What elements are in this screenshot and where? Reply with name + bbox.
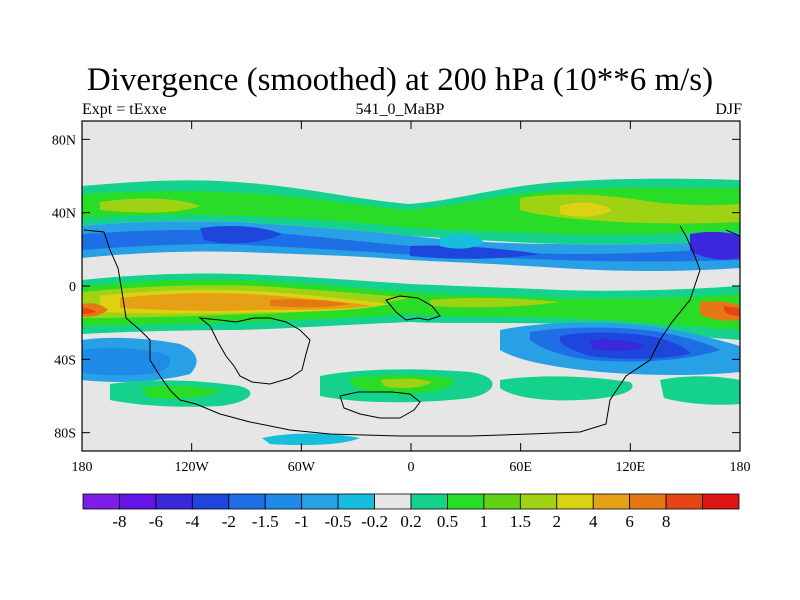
x-tick-label: 60E [509,460,532,475]
colorbar-level-label: -2 [222,512,236,531]
colorbar-level-label: 0.2 [400,512,421,531]
sh-midlat-divergence-pacific-2 [140,385,220,399]
x-tick-label: 60W [288,460,316,475]
dateline-divergence-max-east [700,301,740,321]
colorbar-level-label: 8 [662,512,671,531]
colorbar-swatch [374,493,412,510]
sh-midlat-divergence-east [660,376,740,405]
nh-convergence-min-pacific [200,226,282,244]
contour-field [82,121,740,451]
colorbar-swatch [702,493,740,510]
nh-convergence-min-africa [410,245,540,259]
colorbar-swatch [155,493,193,510]
y-tick-label: 40S [54,353,76,368]
south-convergence-blob-2 [440,234,484,249]
colorbar-swatch [665,493,703,510]
nh-divergence-max-east [560,202,612,217]
colorbar-level-label: -4 [185,512,200,531]
colorbar-swatch [228,493,266,510]
colorbar-level-label: -1.5 [252,512,279,531]
colorbar-level-label: 1 [480,512,489,531]
y-tick-label: 80N [52,133,76,148]
colorbar-level-label: -1 [295,512,309,531]
nh-convergence-min-east [690,231,740,260]
colorbar-swatch [447,493,485,510]
sh-convergence-east-pacific-2 [82,347,170,376]
dateline-divergence-core-west [82,308,96,314]
colorbar-level-label: 2 [553,512,562,531]
colorbar-swatch [264,493,303,510]
colorbar-swatch [191,493,230,510]
nh-divergence-max-west [100,198,200,213]
coastline-outline [83,225,740,437]
central-pacific-divergence-core [270,299,350,308]
colorbar-swatch [592,493,631,510]
colorbar-level-label: -0.2 [361,512,388,531]
colorbar-level-label: 0.5 [437,512,458,531]
x-tick-label: 180 [72,460,93,475]
colorbar-level-label: 4 [589,512,598,531]
chart-title: Divergence (smoothed) at 200 hPa (10**6 … [86,62,714,98]
colorbar-swatch [301,493,339,510]
colorbar-swatch [119,493,157,510]
colorbar-level-label: 6 [625,512,634,531]
colorbar: -8 -6 -4 -2 -1.5 -1 -0.5 -0.2 0.2 0.5 1 1.5 2 4 6 8 [82,493,740,531]
season-label: DJF [715,101,742,118]
colorbar-swatch [337,493,375,510]
x-tick-label: 0 [408,460,415,475]
y-tick-label: 0 [69,280,76,295]
colorbar-level-label: -6 [149,512,163,531]
colorbar-swatch [629,493,667,510]
x-tick-label: 120W [175,460,210,475]
sh-convergence-core [590,339,646,351]
axes: 180 120W 60W 0 60E 120E 180 80N 40N 0 40S 80S [52,121,751,475]
colorbar-swatch [483,493,521,510]
colorbar-swatch [519,493,558,510]
colorbar-level-label: -0.5 [325,512,352,531]
experiment-label: Expt = tExxe [82,101,167,118]
colorbar-swatch [556,493,594,510]
colorbar-level-label: -8 [112,512,126,531]
sh-midlat-divergence-atlantic-3 [380,378,432,389]
colorbar-level-label: 1.5 [510,512,531,531]
run-label: 541_0_MaBP [355,101,445,118]
x-tick-label: 180 [730,460,751,475]
x-tick-label: 120E [616,460,646,475]
colorbar-swatch [82,493,120,510]
y-tick-label: 40N [52,207,76,222]
south-convergence-blob-1 [262,433,360,446]
sh-midlat-divergence-indian [500,376,633,401]
colorbar-swatch [410,493,448,510]
y-tick-label: 80S [54,427,76,442]
indian-ocean-divergence [430,297,560,308]
dateline-divergence-core-east [724,306,740,316]
